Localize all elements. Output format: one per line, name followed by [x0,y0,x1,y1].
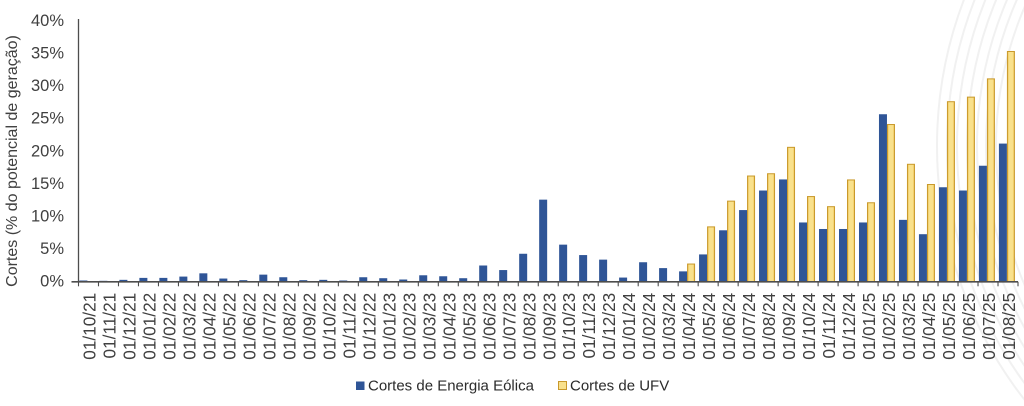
svg-text:Cortes de UFV: Cortes de UFV [570,378,669,395]
svg-text:01/12/21: 01/12/21 [119,293,139,360]
svg-text:01/09/24: 01/09/24 [779,292,799,359]
svg-text:01/11/22: 01/11/22 [339,293,359,359]
svg-text:35%: 35% [31,44,64,62]
svg-text:01/02/22: 01/02/22 [159,293,179,360]
svg-text:01/07/24: 01/07/24 [739,292,759,359]
svg-text:10%: 10% [31,207,64,225]
svg-text:01/06/25: 01/06/25 [959,293,979,360]
svg-text:30%: 30% [31,77,64,95]
svg-text:01/03/25: 01/03/25 [899,293,919,360]
svg-text:5%: 5% [40,240,64,258]
svg-text:01/09/23: 01/09/23 [539,293,559,360]
svg-text:01/11/21: 01/11/21 [99,293,119,359]
svg-text:01/07/22: 01/07/22 [259,293,279,360]
svg-text:01/01/22: 01/01/22 [139,293,159,360]
svg-text:01/04/25: 01/04/25 [919,293,939,360]
svg-text:01/12/23: 01/12/23 [599,293,619,360]
svg-text:01/07/25: 01/07/25 [979,293,999,360]
svg-text:0%: 0% [40,273,64,291]
svg-text:40%: 40% [31,12,64,30]
svg-text:01/11/23: 01/11/23 [579,293,599,359]
svg-text:01/01/25: 01/01/25 [859,293,879,360]
svg-text:01/08/23: 01/08/23 [519,293,539,360]
svg-text:01/08/25: 01/08/25 [999,293,1019,360]
svg-text:01/04/23: 01/04/23 [439,293,459,360]
svg-text:01/05/24: 01/05/24 [699,292,719,359]
svg-text:01/08/24: 01/08/24 [759,292,779,359]
svg-text:01/09/22: 01/09/22 [299,293,319,360]
svg-text:25%: 25% [31,110,64,128]
svg-text:01/01/24: 01/01/24 [619,292,639,359]
svg-text:01/04/24: 01/04/24 [679,292,699,359]
svg-text:01/10/21: 01/10/21 [79,293,99,360]
svg-text:01/05/22: 01/05/22 [219,293,239,360]
svg-text:01/12/22: 01/12/22 [359,293,379,360]
svg-text:01/10/24: 01/10/24 [799,292,819,359]
svg-text:01/04/22: 01/04/22 [199,293,219,360]
svg-text:15%: 15% [31,175,64,193]
svg-text:01/05/25: 01/05/25 [939,293,959,360]
svg-text:Cortes de Energia Eólica: Cortes de Energia Eólica [368,378,535,395]
svg-text:01/10/23: 01/10/23 [559,293,579,360]
svg-text:01/11/24: 01/11/24 [819,292,839,358]
svg-text:01/05/23: 01/05/23 [459,293,479,360]
svg-text:01/02/24: 01/02/24 [639,292,659,359]
svg-text:01/02/23: 01/02/23 [399,293,419,360]
svg-text:01/06/24: 01/06/24 [719,292,739,359]
svg-text:01/12/24: 01/12/24 [839,292,859,359]
svg-text:Cortes (% do potencial de gera: Cortes (% do potencial de geração) [4,35,21,287]
svg-text:01/06/23: 01/06/23 [479,293,499,360]
svg-text:01/10/22: 01/10/22 [319,293,339,360]
svg-text:01/01/23: 01/01/23 [379,293,399,360]
svg-text:01/07/23: 01/07/23 [499,293,519,360]
svg-text:01/02/25: 01/02/25 [879,293,899,360]
svg-text:20%: 20% [31,142,64,160]
svg-text:01/03/24: 01/03/24 [659,292,679,359]
svg-text:01/06/22: 01/06/22 [239,293,259,360]
svg-text:01/03/22: 01/03/22 [179,293,199,360]
svg-text:01/08/22: 01/08/22 [279,293,299,360]
svg-text:01/03/23: 01/03/23 [419,293,439,360]
